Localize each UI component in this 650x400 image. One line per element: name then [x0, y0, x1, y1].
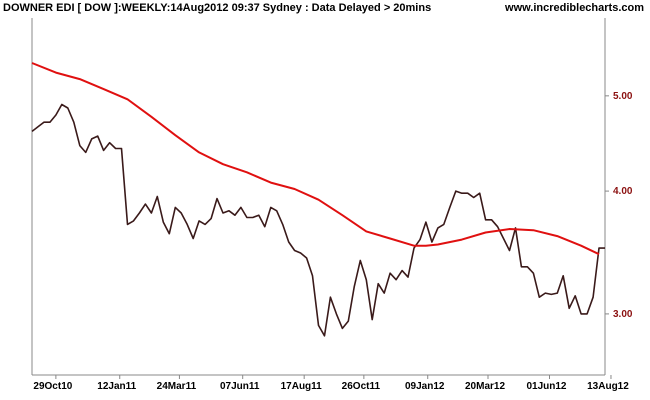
x-tick-label: 01Jun12 [526, 381, 566, 392]
series-group [31, 62, 605, 337]
x-tick-label: 24Mar11 [157, 381, 197, 392]
chart-title: DOWNER EDI [ DOW ]:WEEKLY:14Aug2012 09:3… [3, 2, 432, 14]
x-tick-label: 26Oct11 [342, 381, 381, 392]
site-link[interactable]: www.incrediblecharts.com [505, 2, 644, 14]
x-tick-label: 07Jun11 [220, 381, 260, 392]
y-tick-label: 4.00 [613, 186, 633, 197]
x-tick-label: 09Jan12 [405, 381, 445, 392]
axes [31, 18, 606, 376]
x-tick-label: 17Aug11 [281, 381, 323, 392]
x-axis-ticks: 29Oct10 12Jan11 24Mar11 07Jun11 17Aug11 26Oct… [33, 375, 629, 392]
price-line [31, 103, 605, 337]
x-tick-label: 12Jan11 [97, 381, 136, 392]
moving-average-line [31, 62, 600, 256]
y-tick-label: 3.00 [613, 309, 633, 320]
x-tick-label: 20Mar12 [465, 381, 505, 392]
x-tick-label: 13Aug12 [587, 381, 629, 392]
x-tick-label: 29Oct10 [33, 381, 72, 392]
y-tick-label: 5.00 [613, 91, 633, 102]
y-axis-ticks: 5.00 4.00 3.00 [605, 91, 633, 320]
